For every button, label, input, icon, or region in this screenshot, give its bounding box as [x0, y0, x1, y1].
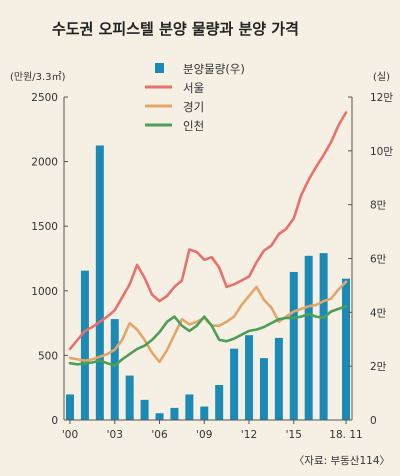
left-tick-label: 1500 — [31, 221, 58, 233]
right-tick-label: 2만 — [370, 361, 387, 373]
left-axis-unit: (만원/3.3㎡) — [10, 71, 66, 83]
series-line-2 — [68, 304, 348, 368]
legend-label: 인천 — [183, 119, 204, 133]
bar — [140, 399, 149, 420]
x-tick-label: '06 — [151, 429, 168, 441]
right-tick-label: 12만 — [370, 92, 393, 104]
left-tick-label: 2500 — [31, 92, 58, 104]
x-tick-label: 18. 11 — [329, 429, 362, 441]
x-tick-label: '03 — [107, 429, 123, 441]
bar — [304, 255, 313, 420]
bar — [215, 385, 224, 420]
bar — [155, 413, 164, 420]
bar-series — [66, 145, 350, 420]
axes: 0 500 1000 1500 2000 2500 0 2만 4만 6만 8만 10만 12만 '00 '0… — [31, 92, 393, 441]
bar — [319, 253, 328, 420]
right-tick-label: 0 — [370, 415, 377, 427]
bar — [200, 406, 209, 420]
bar — [170, 407, 179, 420]
bar — [230, 348, 239, 420]
bar — [125, 375, 134, 420]
right-tick-label: 6만 — [370, 254, 387, 266]
left-tick-label: 0 — [51, 415, 58, 427]
x-tick-label: '00 — [62, 429, 78, 441]
legend-label: 경기 — [183, 100, 204, 114]
bar — [110, 319, 119, 420]
series-line-0 — [68, 111, 348, 351]
right-axis-unit: (실) — [373, 71, 390, 83]
left-tick-label: 1000 — [31, 286, 58, 298]
bar — [274, 337, 283, 420]
chart-title: 수도권 오피스텔 분양 물량과 분양 가격 — [52, 20, 299, 38]
legend-label: 서울 — [183, 81, 204, 95]
bar — [185, 394, 194, 420]
bar — [259, 358, 268, 420]
x-tick-label: '12 — [241, 429, 257, 441]
legend-swatch-bar — [155, 63, 164, 73]
bar — [66, 394, 74, 420]
right-tick-label: 8만 — [370, 200, 387, 212]
bar — [342, 278, 350, 420]
legend-label-bar: 분양물량(우) — [183, 62, 245, 76]
line-series — [68, 111, 348, 368]
left-tick-label: 500 — [38, 350, 58, 362]
x-tick-label: '09 — [196, 429, 212, 441]
bar — [245, 335, 254, 420]
left-tick-label: 2000 — [31, 157, 58, 169]
bar — [289, 271, 298, 420]
right-tick-label: 10만 — [370, 146, 393, 158]
bar — [80, 270, 89, 420]
bar — [95, 145, 104, 420]
right-tick-label: 4만 — [370, 307, 387, 319]
source-note: 〈자료: 부동산114〉 — [294, 455, 390, 467]
x-tick-label: '15 — [286, 429, 302, 441]
